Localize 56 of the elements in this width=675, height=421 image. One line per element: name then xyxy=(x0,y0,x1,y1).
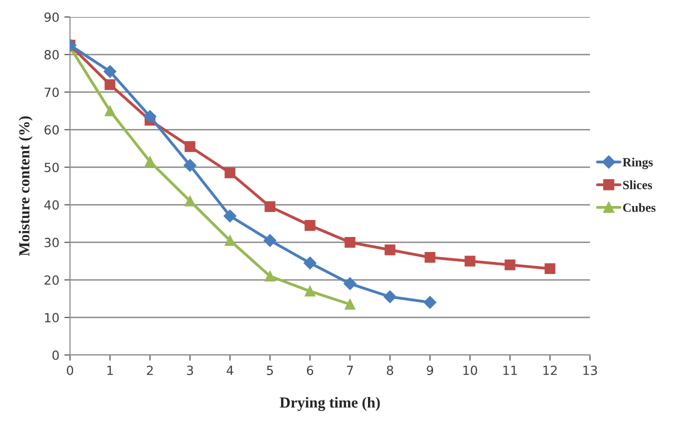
y-axis-title: Moisture content (%) xyxy=(18,116,33,256)
point xyxy=(344,277,356,290)
point xyxy=(144,110,156,123)
x-tick-label: 5 xyxy=(266,366,273,376)
x-tick-label: 4 xyxy=(226,366,234,375)
legend-label: Rings xyxy=(622,158,653,170)
point xyxy=(224,167,236,178)
point xyxy=(384,290,396,304)
y-tick-label: 40 xyxy=(44,200,59,210)
y-tick-label: 20 xyxy=(44,275,59,285)
point xyxy=(544,263,556,274)
y-tick-label: 10 xyxy=(45,312,59,322)
y-tick-label: 60 xyxy=(44,125,59,135)
point xyxy=(264,234,276,247)
point xyxy=(464,256,476,266)
x-tick-label: 3 xyxy=(186,366,193,376)
x-tick-label: 11 xyxy=(503,366,517,375)
y-tick-label: 50 xyxy=(44,162,59,172)
point xyxy=(224,210,236,222)
x-tick-label: 10 xyxy=(463,366,478,376)
point xyxy=(184,141,196,152)
x-tick-label: 2 xyxy=(146,366,153,375)
point xyxy=(384,244,396,256)
x-tick-label: 7 xyxy=(347,366,353,375)
point xyxy=(264,201,276,212)
point xyxy=(304,220,316,231)
point xyxy=(344,236,356,248)
point xyxy=(104,65,116,78)
point xyxy=(104,106,116,116)
y-tick-label: 0 xyxy=(52,350,59,360)
point xyxy=(224,235,236,246)
x-tick-label: 9 xyxy=(426,366,434,376)
point xyxy=(104,79,116,90)
x-axis-title: Drying time (h) xyxy=(280,396,380,411)
y-tick-label: 90 xyxy=(44,12,59,22)
x-tick-label: 6 xyxy=(306,366,314,376)
point xyxy=(504,259,516,270)
point xyxy=(424,252,436,263)
legend-label: Slices xyxy=(623,180,652,190)
x-tick-label: 13 xyxy=(583,366,597,376)
point xyxy=(264,270,276,282)
y-tick-label: 70 xyxy=(44,88,59,98)
point xyxy=(144,156,156,167)
point xyxy=(344,298,356,310)
point xyxy=(184,158,196,172)
x-tick-label: 0 xyxy=(66,366,74,376)
x-tick-label: 12 xyxy=(543,366,557,375)
point xyxy=(424,296,436,309)
point xyxy=(304,256,316,270)
x-tick-label: 8 xyxy=(386,366,394,376)
point xyxy=(304,286,316,297)
y-tick-label: 80 xyxy=(44,50,59,60)
legend-label: Cubes xyxy=(623,203,656,212)
y-tick-label: 30 xyxy=(44,238,59,248)
x-tick-label: 1 xyxy=(107,366,113,375)
point xyxy=(184,196,196,206)
